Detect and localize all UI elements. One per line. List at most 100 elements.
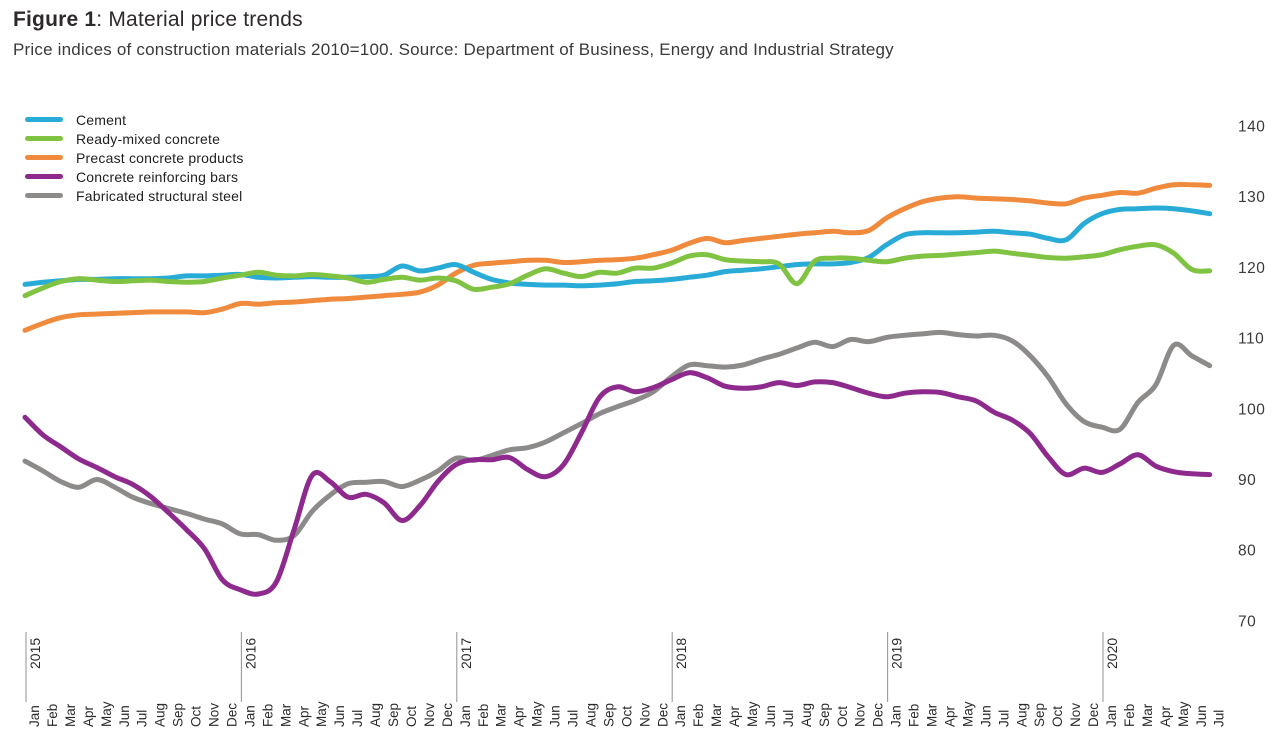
x-axis-month-label: Feb <box>691 704 706 727</box>
figure-header: Figure 1: Material price trends Price in… <box>13 8 894 60</box>
x-axis-month-label: Sep <box>386 703 401 727</box>
x-axis-month-label: Jun <box>548 705 563 727</box>
x-axis-month-label: Jun <box>978 705 993 727</box>
x-axis-month-label: Jun <box>332 705 347 727</box>
page-title: Figure 1: Material price trends <box>13 8 894 32</box>
x-axis-month-label: Jan <box>458 705 473 727</box>
y-axis-tick-label: 90 <box>1238 472 1256 489</box>
y-axis-tick-label: 80 <box>1238 543 1256 560</box>
x-axis-month-label: Jun <box>1194 705 1209 727</box>
legend-swatch-concrete-reinforcing-bars <box>25 174 63 179</box>
x-axis-month-label: May <box>960 701 975 727</box>
x-axis-year-label: 2016 <box>242 638 258 669</box>
x-axis-month-label: Mar <box>1140 703 1155 727</box>
x-axis-month-label: Dec <box>871 703 886 727</box>
x-axis-month-label: Nov <box>853 703 868 727</box>
x-axis-month-label: Dec <box>655 703 670 727</box>
x-axis-year-label: 2019 <box>889 638 905 669</box>
figure-title-text: : Material price trends <box>96 8 303 31</box>
x-axis-month-label: Nov <box>207 703 222 727</box>
legend-swatch-precast-concrete-products <box>25 155 63 160</box>
x-axis-month-label: Aug <box>583 703 598 727</box>
x-axis-month-label: Mar <box>63 703 78 727</box>
y-axis-tick-label: 110 <box>1238 331 1264 348</box>
x-axis-month-label: Jul <box>996 710 1011 727</box>
x-axis-month-label: Oct <box>404 706 419 727</box>
x-axis-month-label: Jan <box>889 705 904 727</box>
x-axis-month-label: Aug <box>799 703 814 727</box>
legend-swatch-fabricated-structural-steel <box>25 193 63 198</box>
x-axis-month-label: May <box>1176 701 1191 727</box>
x-axis-month-label: Nov <box>1068 703 1083 727</box>
x-axis-month-label: Oct <box>619 706 634 727</box>
legend-item-ready-mixed-concrete: Ready-mixed concrete <box>25 129 244 148</box>
x-axis-month-label: Jul <box>781 710 796 727</box>
x-axis-month-label: Mar <box>494 703 509 727</box>
legend-item-fabricated-structural-steel: Fabricated structural steel <box>25 186 244 205</box>
series-line-concrete-reinforcing-bars <box>22 370 1213 597</box>
x-axis-month-label: Apr <box>942 705 957 727</box>
x-axis-month-label: Aug <box>368 703 383 727</box>
x-axis-month-label: Apr <box>727 705 742 727</box>
x-axis-month-label: Mar <box>709 703 724 727</box>
series-line-ready-mixed-concrete <box>22 241 1213 299</box>
x-axis-month-label: Apr <box>512 705 527 727</box>
legend-item-cement: Cement <box>25 110 244 129</box>
x-axis-month-label: Oct <box>189 706 204 727</box>
legend-label: Cement <box>76 111 127 128</box>
figure-subtitle: Price indices of construction materials … <box>13 40 894 59</box>
chart-legend: Cement Ready-mixed concrete Precast concre… <box>25 110 244 205</box>
legend-swatch-ready-mixed-concrete <box>25 136 63 141</box>
x-axis-month-label: Jul <box>135 710 150 727</box>
x-axis-month-label: Sep <box>601 703 616 727</box>
x-axis-month-label: Nov <box>422 703 437 727</box>
y-axis-tick-label: 140 <box>1238 119 1265 136</box>
x-axis-month-label: Feb <box>907 704 922 727</box>
x-axis-month-label: Apr <box>1158 705 1173 727</box>
x-axis-month-label: Apr <box>81 705 96 727</box>
legend-label: Concrete reinforcing bars <box>76 168 239 185</box>
x-axis-month-label: Jan <box>673 705 688 727</box>
x-axis-month-label: Feb <box>476 704 491 727</box>
x-axis-month-label: Feb <box>1122 704 1137 727</box>
legend-item-concrete-reinforcing-bars: Concrete reinforcing bars <box>25 167 244 186</box>
x-axis-month-label: May <box>99 701 114 727</box>
y-axis-tick-label: 120 <box>1238 260 1265 277</box>
x-axis-month-label: Dec <box>440 703 455 727</box>
legend-label: Precast concrete products <box>76 149 244 166</box>
x-axis-month-label: May <box>530 701 545 727</box>
x-axis-month-label: Jan <box>1104 705 1119 727</box>
x-axis-year-label: 2018 <box>673 638 689 669</box>
x-axis-month-label: Dec <box>1086 703 1101 727</box>
series-line-precast-concrete-products <box>22 181 1213 333</box>
legend-label: Ready-mixed concrete <box>76 130 221 147</box>
x-axis-month-label: Dec <box>224 703 239 727</box>
x-axis-year-label: 2015 <box>27 638 43 669</box>
x-axis-month-label: Mar <box>278 703 293 727</box>
x-axis-year-label: 2017 <box>458 638 474 669</box>
x-axis-year-label: 2020 <box>1104 638 1120 669</box>
legend-item-precast-concrete-products: Precast concrete products <box>25 148 244 167</box>
x-axis-month-label: Jan <box>27 705 42 727</box>
x-axis-month-label: Oct <box>835 706 850 727</box>
series-line-fabricated-structural-steel <box>22 329 1213 543</box>
x-axis-month-label: Jul <box>566 710 581 727</box>
x-axis-month-label: Sep <box>171 703 186 727</box>
x-axis-month-label: Mar <box>925 703 940 727</box>
x-axis-month-label: Jul <box>350 710 365 727</box>
x-axis-month-label: Oct <box>1050 706 1065 727</box>
x-axis-month-label: Sep <box>817 703 832 727</box>
legend-swatch-cement <box>25 117 63 122</box>
x-axis-month-label: Jun <box>763 705 778 727</box>
x-axis-month-label: Sep <box>1032 703 1047 727</box>
figure-label: Figure 1 <box>13 8 97 31</box>
series-line-cement <box>22 205 1213 289</box>
x-axis-month-label: Jan <box>242 705 257 727</box>
x-axis-month-label: May <box>745 701 760 727</box>
legend-label: Fabricated structural steel <box>76 187 243 204</box>
x-axis-month-label: Aug <box>1014 703 1029 727</box>
y-axis-tick-label: 70 <box>1238 613 1256 630</box>
x-axis-month-label: Feb <box>260 704 275 727</box>
